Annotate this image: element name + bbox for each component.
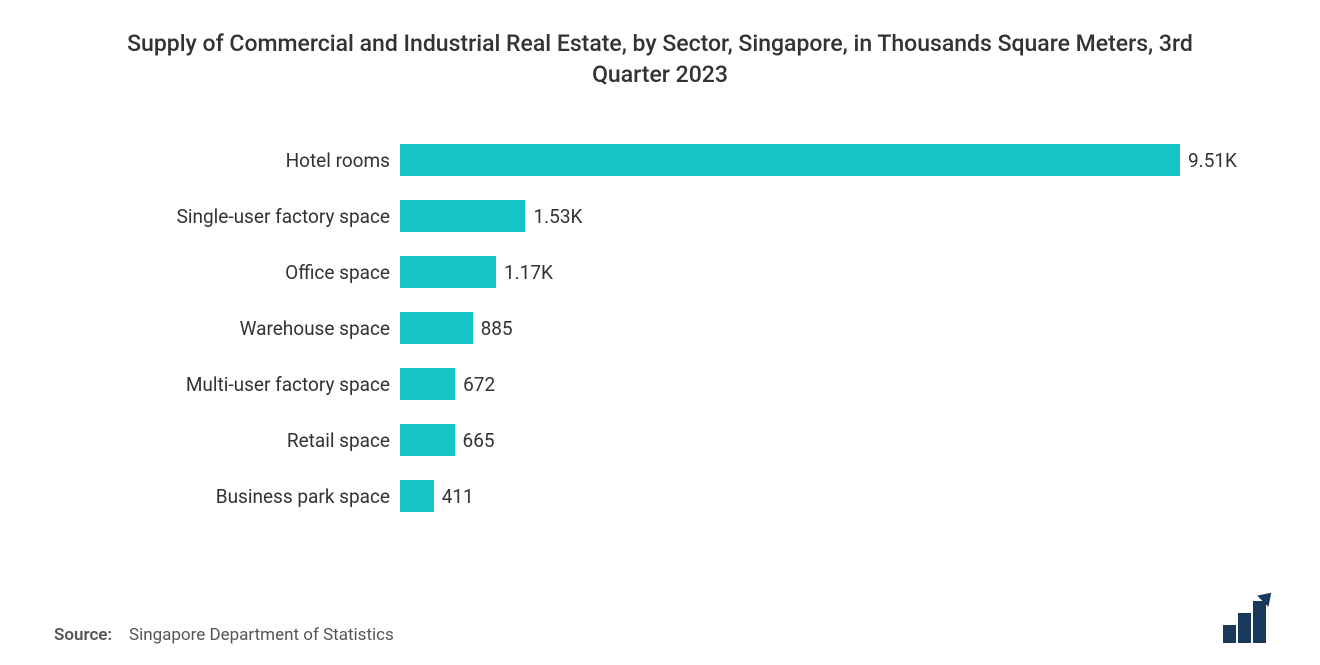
- bar-row: Business park space 411: [50, 468, 1270, 524]
- chart-title: Supply of Commercial and Industrial Real…: [110, 28, 1210, 90]
- chart-footer: Source: Singapore Department of Statisti…: [50, 601, 1270, 645]
- bar-track: 885: [400, 300, 1270, 356]
- bar-row: Hotel rooms 9.51K: [50, 132, 1270, 188]
- source-prefix: Source:: [54, 625, 112, 645]
- value-label: 1.53K: [525, 205, 582, 228]
- source-text: Singapore Department of Statistics: [129, 625, 394, 645]
- value-label: 1.17K: [496, 261, 553, 284]
- category-label: Hotel rooms: [50, 149, 400, 172]
- category-label: Retail space: [50, 429, 400, 452]
- source-line: Source: Singapore Department of Statisti…: [54, 625, 394, 645]
- logo-bar-icon: [1223, 625, 1236, 643]
- bar-row: Warehouse space 885: [50, 300, 1270, 356]
- bar: [400, 368, 455, 400]
- bar-row: Single-user factory space 1.53K: [50, 188, 1270, 244]
- bar: [400, 200, 525, 232]
- value-label: 411: [434, 485, 474, 508]
- value-label: 885: [473, 317, 513, 340]
- bar-track: 665: [400, 412, 1270, 468]
- category-label: Business park space: [50, 485, 400, 508]
- bar: [400, 424, 455, 456]
- logo-bar-icon: [1238, 613, 1251, 643]
- bar-track: 411: [400, 468, 1270, 524]
- bar-track: 1.17K: [400, 244, 1270, 300]
- bar: [400, 480, 434, 512]
- category-label: Multi-user factory space: [50, 373, 400, 396]
- bar-track: 672: [400, 356, 1270, 412]
- logo-arrow-icon: [1257, 587, 1277, 607]
- category-label: Single-user factory space: [50, 205, 400, 228]
- bar: [400, 312, 473, 344]
- bar: [400, 144, 1180, 176]
- bar-track: 1.53K: [400, 188, 1270, 244]
- value-label: 9.51K: [1180, 149, 1237, 172]
- bar-row: Retail space 665: [50, 412, 1270, 468]
- bar-track: 9.51K: [400, 132, 1270, 188]
- value-label: 672: [455, 373, 495, 396]
- bar: [400, 256, 496, 288]
- brand-logo: [1223, 601, 1270, 645]
- plot-area: Hotel rooms 9.51K Single-user factory spac…: [50, 126, 1270, 573]
- bar-row: Office space 1.17K: [50, 244, 1270, 300]
- chart-container: Supply of Commercial and Industrial Real…: [0, 0, 1320, 665]
- logo-bar-icon: [1253, 601, 1266, 643]
- category-label: Office space: [50, 261, 400, 284]
- category-label: Warehouse space: [50, 317, 400, 340]
- value-label: 665: [455, 429, 495, 452]
- bar-row: Multi-user factory space 672: [50, 356, 1270, 412]
